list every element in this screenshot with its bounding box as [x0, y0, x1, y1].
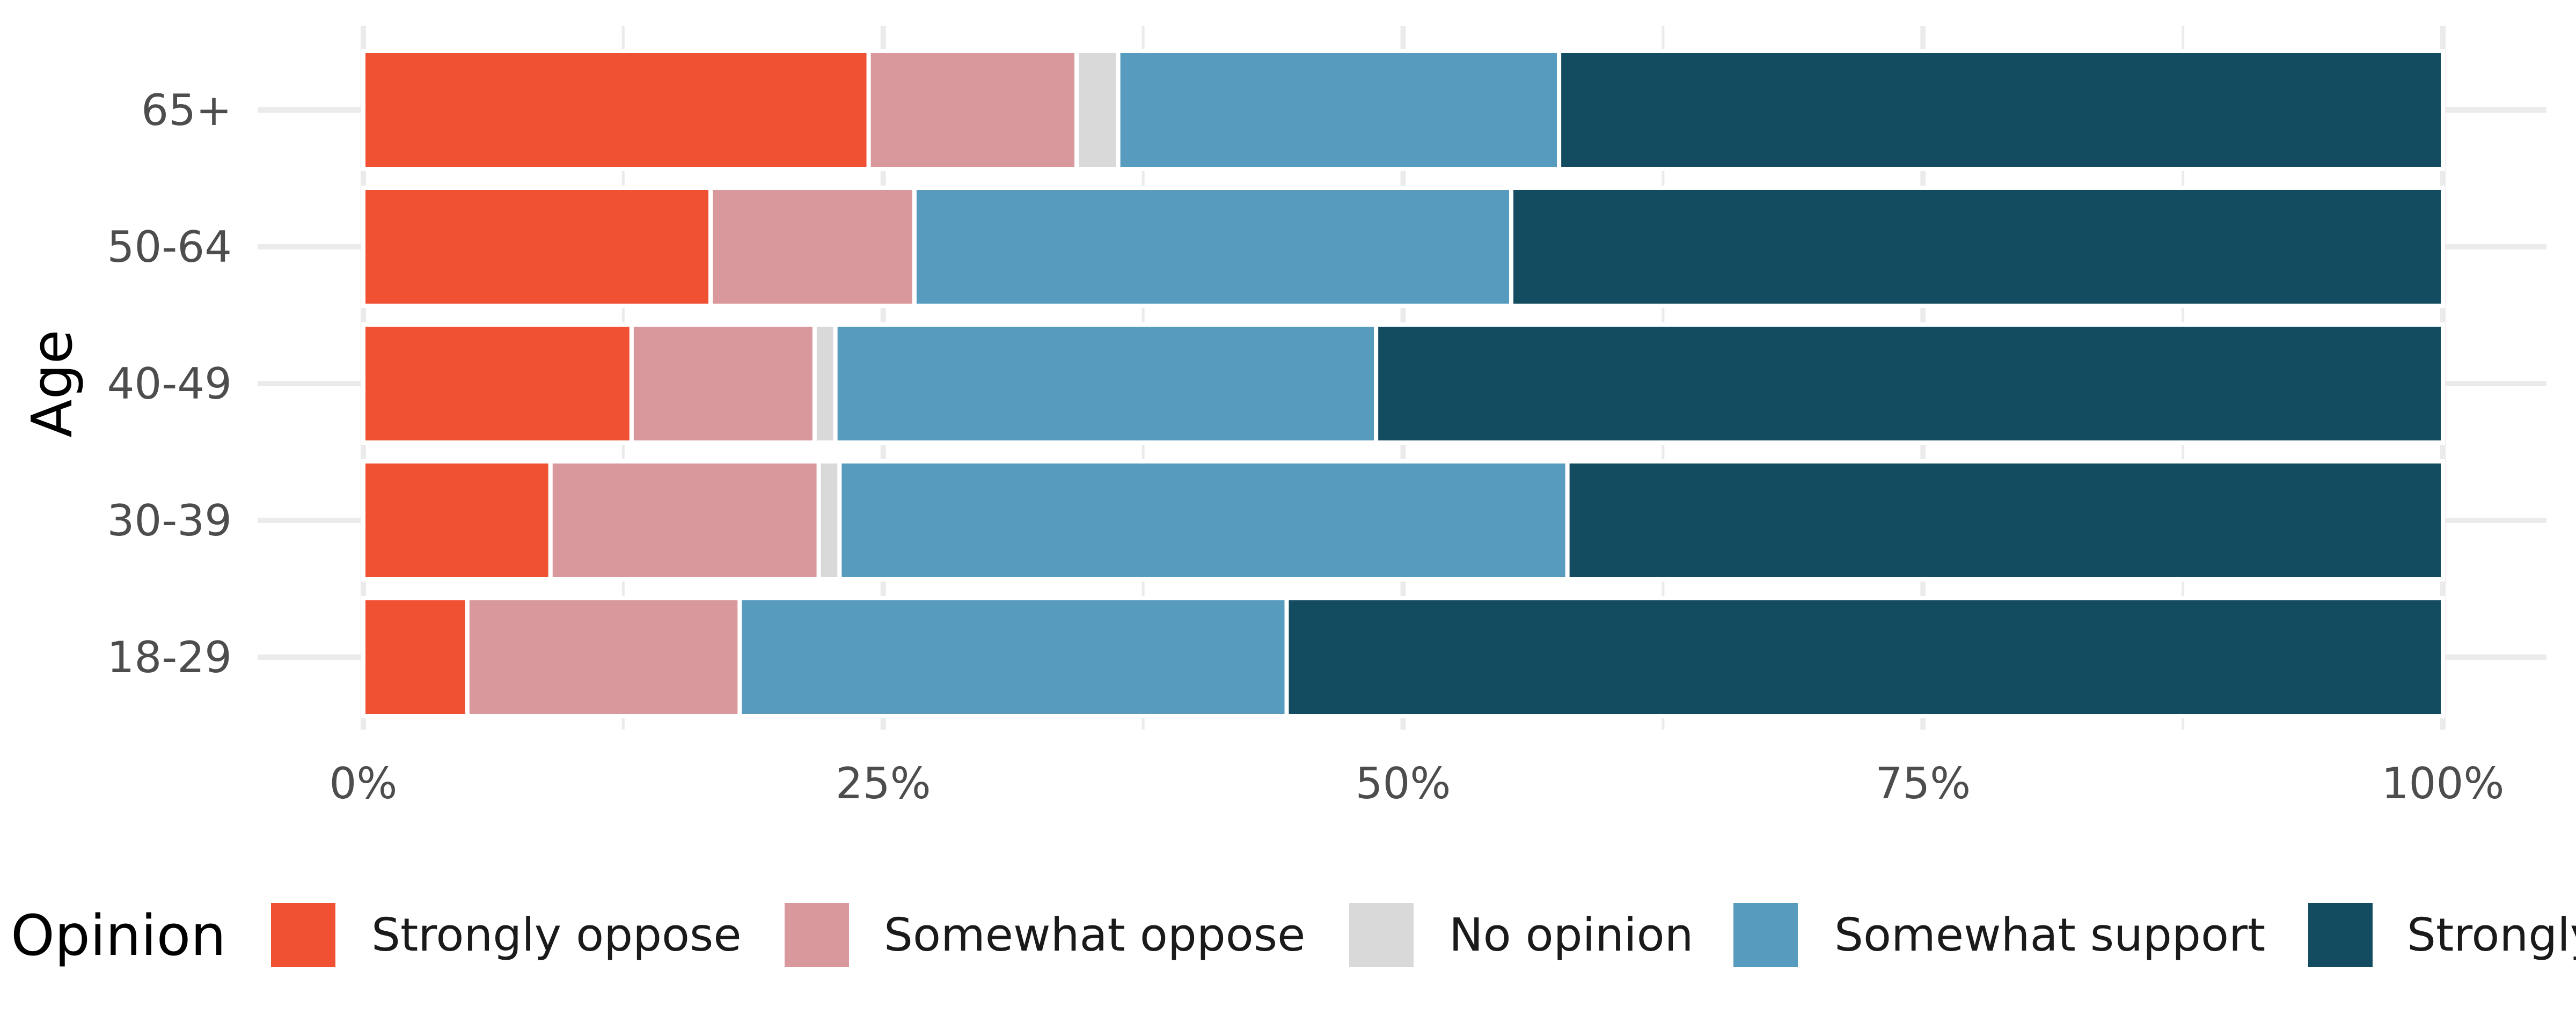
bar-segment: [1374, 322, 2445, 445]
bar-segment: [837, 459, 1570, 582]
x-tick-label: 100%: [2382, 759, 2505, 808]
legend-key: [2308, 903, 2373, 967]
bar-segment: [361, 459, 553, 582]
legend-key: [271, 903, 335, 967]
bar-segment: [548, 459, 821, 582]
bar-segment: [833, 322, 1379, 445]
y-axis-title: Age: [19, 329, 85, 437]
bar-segment: [812, 322, 838, 445]
bar-segment: [465, 596, 742, 718]
bar-segment: [1509, 186, 2445, 308]
x-tick-label: 25%: [836, 759, 931, 808]
bar-segment: [1074, 49, 1121, 171]
x-tick-label: 50%: [1356, 759, 1451, 808]
bar-segment: [737, 596, 1289, 718]
bar-segment: [361, 596, 470, 718]
legend-label: Strongly support: [2407, 909, 2576, 962]
bar-segment: [1557, 49, 2445, 171]
legend: Opinion Strongly oppose Somewhat oppose No…: [11, 903, 2576, 968]
x-tick-label: 0%: [330, 759, 398, 808]
bar-segment: [361, 49, 871, 171]
y-tick-label: 18-29: [107, 632, 232, 682]
legend-key: [1733, 903, 1798, 967]
y-tick-labels: 65+ 50-64 40-49 30-39 18-29: [107, 85, 232, 682]
bar-segment: [361, 186, 713, 308]
legend-label: Somewhat support: [1834, 909, 2265, 962]
bar-segment: [816, 459, 842, 582]
legend-label: Strongly oppose: [371, 909, 742, 962]
x-tick-label: 75%: [1875, 759, 1971, 808]
bar-segment: [708, 186, 917, 308]
legend-key: [785, 903, 849, 967]
legend-label: No opinion: [1449, 909, 1694, 962]
bar-segment: [629, 322, 817, 445]
bars-layer: [361, 49, 2445, 718]
bar-segment: [866, 49, 1079, 171]
bar-segment: [1116, 49, 1562, 171]
y-tick-label: 40-49: [107, 359, 232, 409]
y-tick-label: 65+: [141, 85, 232, 135]
bar-segment: [361, 322, 634, 445]
bar-segment: [1565, 459, 2445, 582]
legend-label: Somewhat oppose: [884, 909, 1305, 962]
y-tick-label: 50-64: [107, 222, 232, 272]
y-tick-label: 30-39: [107, 496, 232, 546]
bar-segment: [1284, 596, 2445, 718]
x-tick-labels: 0% 25% 50% 75% 100%: [330, 759, 2505, 808]
bar-segment: [912, 186, 1513, 308]
legend-title: Opinion: [11, 903, 226, 968]
legend-key: [1349, 903, 1414, 967]
